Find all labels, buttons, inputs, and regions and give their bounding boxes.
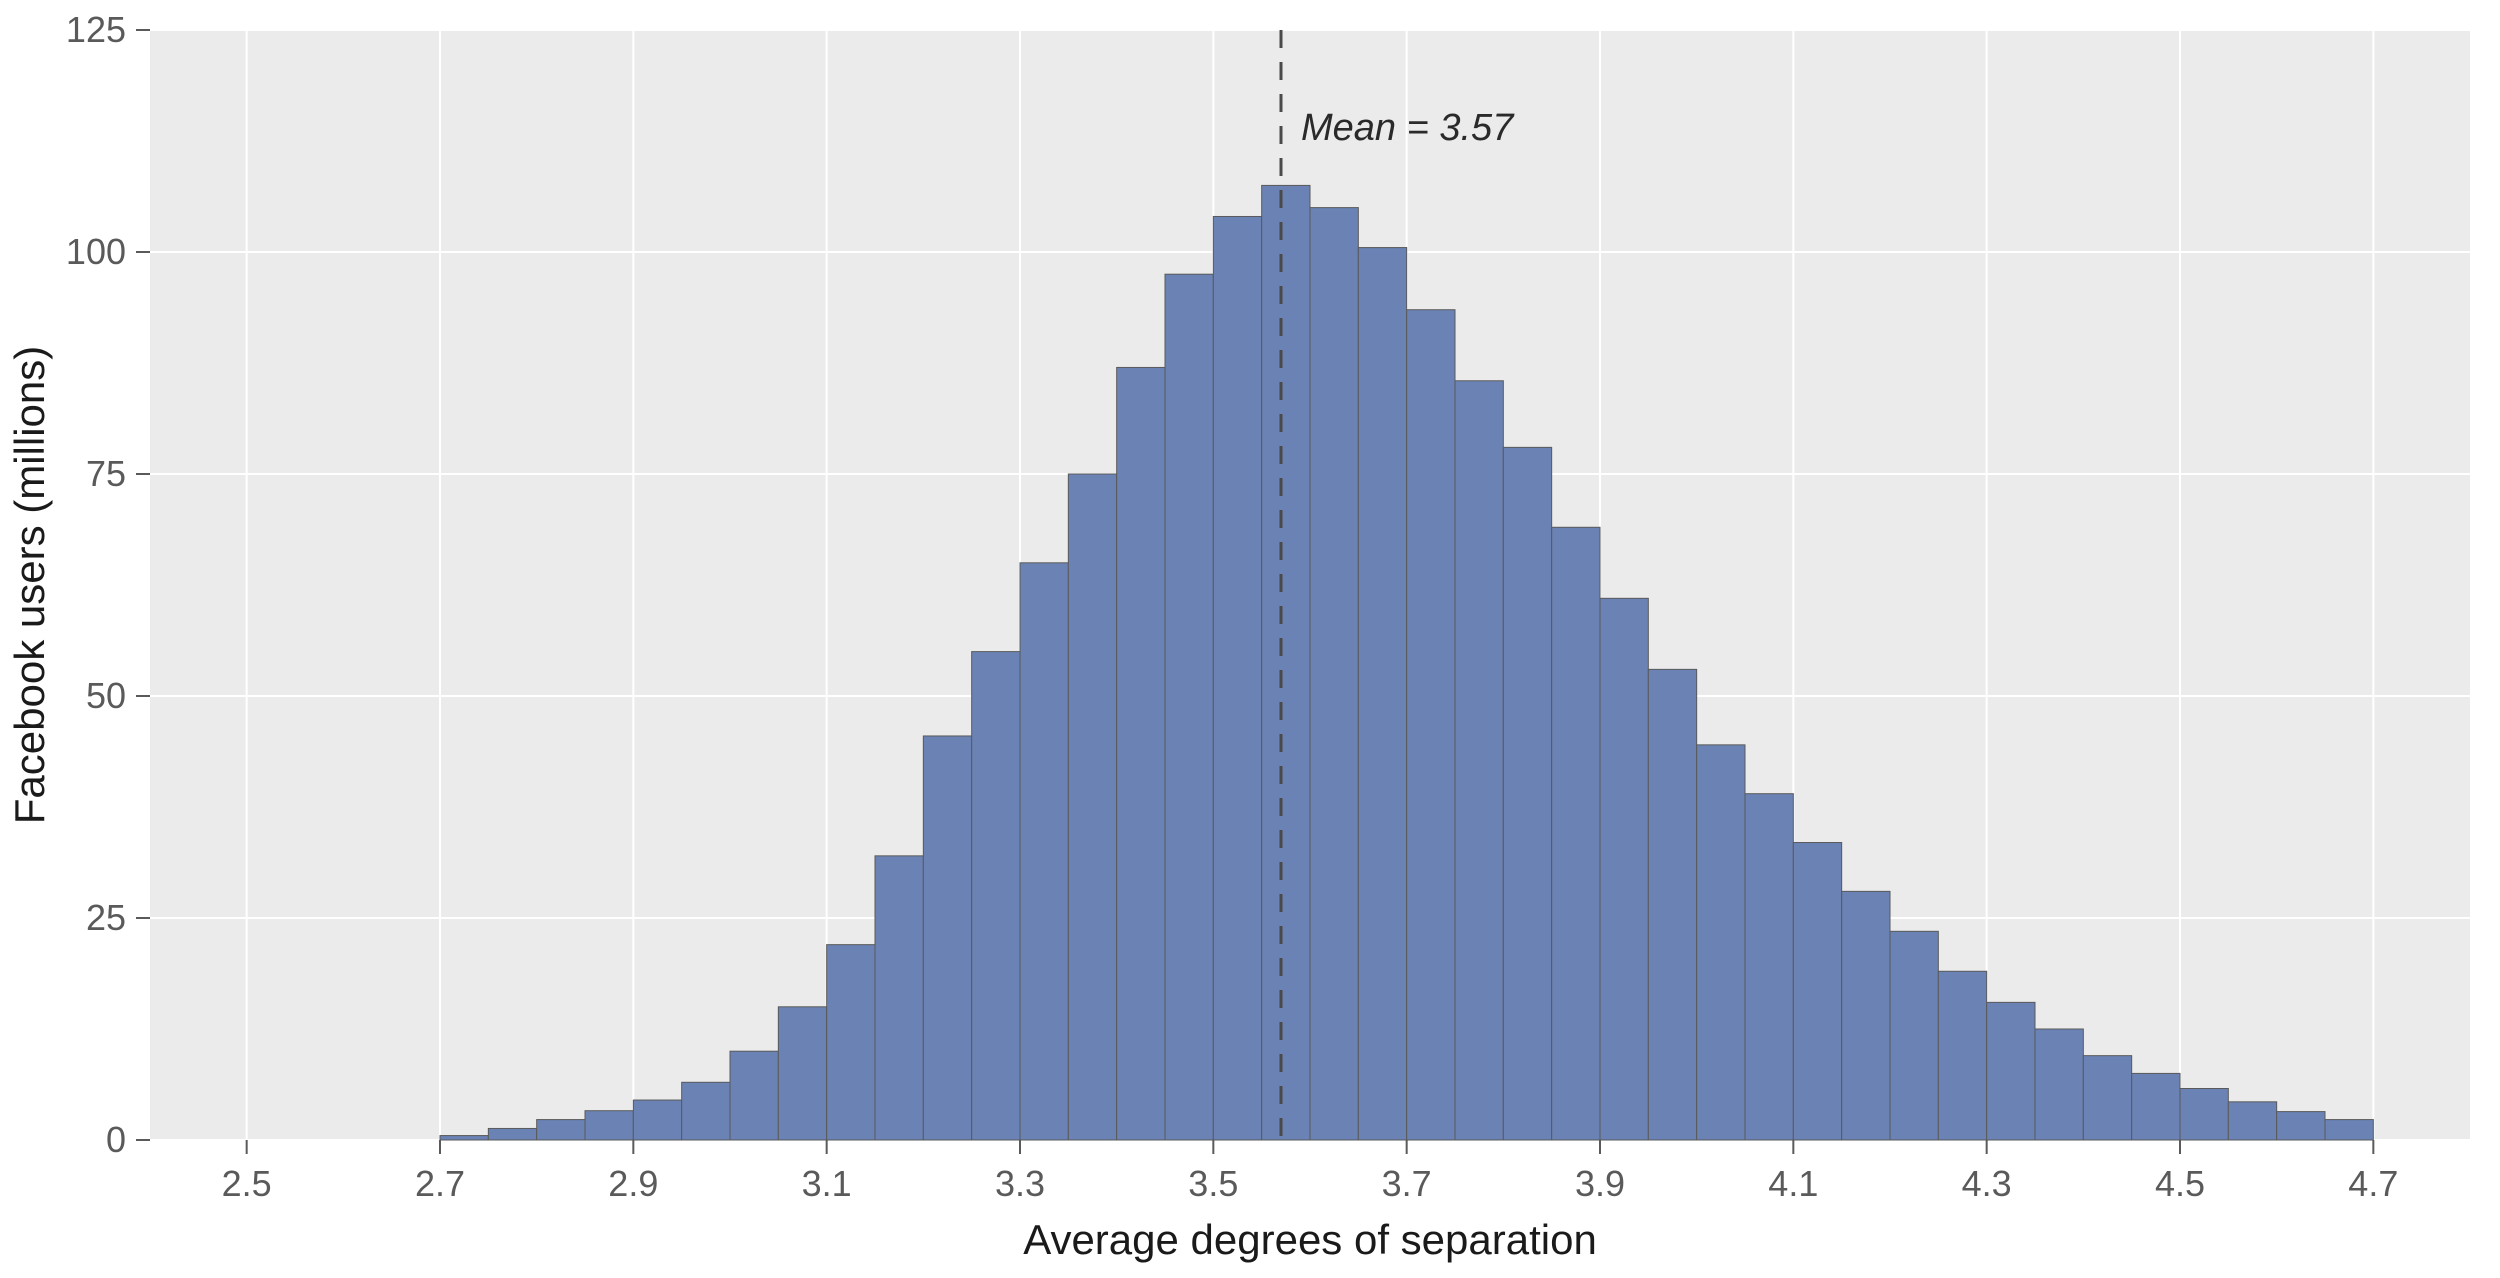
x-tick-label: 2.7 xyxy=(415,1163,465,1204)
x-tick-label: 2.5 xyxy=(222,1163,272,1204)
x-tick-label: 3.3 xyxy=(995,1163,1045,1204)
x-axis-label: Average degrees of separation xyxy=(1023,1216,1597,1263)
y-tick-label: 25 xyxy=(86,897,126,938)
histogram-bar xyxy=(2132,1073,2180,1140)
histogram-bar xyxy=(537,1120,585,1140)
histogram-bar xyxy=(2228,1102,2276,1140)
y-axis: 0 25 50 75 100 125 xyxy=(66,9,150,1160)
histogram-bar xyxy=(1020,563,1068,1140)
histogram-bar xyxy=(1503,447,1551,1140)
histogram-bar xyxy=(1552,527,1600,1140)
histogram-chart: Mean = 3.57 2.5 2.7 2.9 3.1 3.3 3.5 3.7 3.9 4.1 4.… xyxy=(0,0,2500,1278)
histogram-bar xyxy=(488,1128,536,1140)
histogram-bar xyxy=(1165,274,1213,1140)
histogram-bar xyxy=(2325,1120,2373,1140)
histogram-bar xyxy=(827,945,875,1140)
histogram-bar xyxy=(1455,381,1503,1140)
histogram-bar xyxy=(1213,216,1261,1140)
histogram-bar xyxy=(1842,891,1890,1140)
histogram-bar xyxy=(1745,794,1793,1140)
histogram-bar xyxy=(2277,1112,2325,1140)
x-tick-label: 4.5 xyxy=(2155,1163,2205,1204)
y-tick-label: 50 xyxy=(86,675,126,716)
x-tick-label: 4.7 xyxy=(2348,1163,2398,1204)
histogram-bar xyxy=(1890,931,1938,1140)
histogram-bar xyxy=(1793,843,1841,1140)
x-tick-label: 3.1 xyxy=(802,1163,852,1204)
histogram-bar xyxy=(440,1136,488,1140)
x-axis: 2.5 2.7 2.9 3.1 3.3 3.5 3.7 3.9 4.1 4.3 4.5 4.7 xyxy=(222,1140,2399,1204)
histogram-bar xyxy=(1262,185,1310,1140)
x-tick-label: 3.7 xyxy=(1382,1163,1432,1204)
histogram-bar xyxy=(2035,1029,2083,1140)
mean-annotation: Mean = 3.57 xyxy=(1301,107,1515,149)
chart-svg: Mean = 3.57 2.5 2.7 2.9 3.1 3.3 3.5 3.7 3.9 4.1 4.… xyxy=(0,0,2500,1278)
histogram-bar xyxy=(730,1051,778,1140)
y-axis-label: Facebook users (millions) xyxy=(6,346,53,825)
y-tick-label: 75 xyxy=(86,453,126,494)
x-tick-label: 2.9 xyxy=(608,1163,658,1204)
histogram-bar xyxy=(2180,1088,2228,1140)
histogram-bar xyxy=(1117,367,1165,1140)
histogram-bar xyxy=(1987,1002,2035,1140)
histogram-bar xyxy=(923,736,971,1140)
histogram-bar xyxy=(1407,310,1455,1140)
x-tick-label: 4.1 xyxy=(1768,1163,1818,1204)
x-tick-label: 3.9 xyxy=(1575,1163,1625,1204)
histogram-bar xyxy=(1697,745,1745,1140)
y-tick-label: 0 xyxy=(106,1119,126,1160)
histogram-bar xyxy=(633,1100,681,1140)
x-tick-label: 4.3 xyxy=(1962,1163,2012,1204)
histogram-bar xyxy=(778,1007,826,1140)
histogram-bar xyxy=(2083,1056,2131,1140)
histogram-bar xyxy=(972,652,1020,1140)
histogram-bar xyxy=(682,1082,730,1140)
histogram-bar xyxy=(1068,474,1116,1140)
histogram-bar xyxy=(1310,208,1358,1140)
histogram-bar xyxy=(1600,598,1648,1140)
y-tick-label: 100 xyxy=(66,231,126,272)
x-tick-label: 3.5 xyxy=(1188,1163,1238,1204)
histogram-bar xyxy=(1358,248,1406,1140)
y-tick-label: 125 xyxy=(66,9,126,50)
histogram-bar xyxy=(1648,669,1696,1140)
histogram-bar xyxy=(585,1111,633,1140)
histogram-bar xyxy=(875,856,923,1140)
histogram-bar xyxy=(1938,971,1986,1140)
